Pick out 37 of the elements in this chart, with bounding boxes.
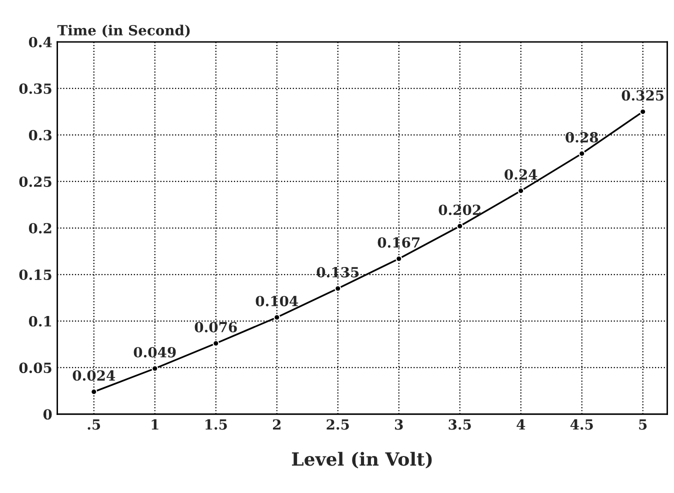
- y-tick-label: 0.25: [19, 176, 52, 187]
- x-tick-label: 2: [272, 419, 280, 430]
- x-tick-label: 5: [639, 419, 647, 430]
- y-tick-label: 0.1: [28, 316, 52, 327]
- x-tick-label: 1.5: [205, 419, 227, 430]
- x-tick-label: .5: [88, 419, 100, 430]
- y-tick-label: 0.3: [28, 130, 52, 140]
- data-label: 0.202: [438, 204, 480, 216]
- point: [456, 222, 464, 230]
- point: [578, 150, 586, 157]
- y-tick-label: 0: [43, 409, 52, 420]
- x-tick-label: 4: [516, 419, 526, 430]
- x-axis-title: Level (in Volt): [292, 452, 432, 468]
- x-tick-label: 2.5: [326, 419, 349, 430]
- y-axis-title: Time (in Second): [57, 24, 190, 38]
- x-tick-label: 4.5: [570, 419, 593, 430]
- y-tick-label: 0.4: [28, 36, 52, 48]
- y-tick-label: 0.15: [19, 270, 52, 280]
- data-label: 0.024: [72, 370, 116, 381]
- y-tick-label: 0.05: [19, 362, 52, 374]
- data-label: 0.24: [504, 169, 538, 180]
- point: [152, 365, 158, 372]
- x-tick-label: 3.5: [448, 419, 471, 430]
- data-label: 0.076: [194, 322, 237, 332]
- y-tick-label: 0.2: [28, 222, 52, 234]
- data-label: 0.325: [622, 90, 664, 101]
- y-tick-label: 0.35: [19, 83, 52, 94]
- point: [334, 285, 342, 292]
- x-tick-label: 3: [395, 419, 403, 430]
- data-label: 0.104: [256, 296, 298, 306]
- point: [212, 340, 220, 347]
- point: [274, 314, 280, 321]
- data-label: 0.28: [566, 132, 598, 143]
- data-label: 0.135: [316, 266, 359, 278]
- data-label: 0.167: [378, 237, 420, 248]
- data-label: 0.049: [134, 346, 176, 358]
- x-tick-label: 1: [152, 419, 158, 430]
